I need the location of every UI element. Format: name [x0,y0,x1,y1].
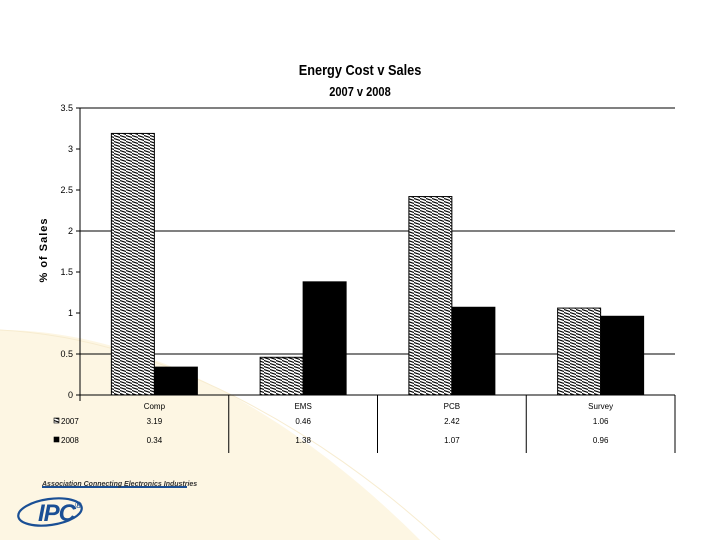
y-tick-label: 1.5 [60,267,73,277]
chart-title: Energy Cost v Sales [298,62,422,79]
data-label: 1.07 [444,436,460,445]
ipc-logo-mark [17,486,187,527]
legend-swatch-2008 [53,436,60,443]
legend-swatch-2007 [53,417,60,424]
x-tick-label: PCB [444,402,460,411]
data-label: 0.96 [593,436,609,445]
y-tick-label: 2.5 [60,185,73,195]
ipc-logo-text: IPC® [38,500,82,527]
data-label: 1.06 [593,417,609,426]
bar-2007-comp [110,132,155,396]
y-tick-label: 3 [68,144,73,154]
x-tick-label: EMS [294,402,311,411]
y-tick-label: 0 [68,390,73,400]
data-label: 2.42 [444,417,460,426]
legend-label-2007: 2007 [61,417,79,426]
bar-2007-survey [557,307,602,396]
x-tick-label: Comp [144,402,166,411]
footer-tagline: Association Connecting Electronics Indus… [42,481,198,488]
data-label: 1.38 [295,436,311,445]
data-label: 0.46 [295,417,311,426]
chart-subtitle: 2007 v 2008 [329,84,391,99]
bar-2008-ems [302,281,347,396]
y-tick-label: 2 [68,226,73,236]
bar-2007-pcb [408,196,453,396]
bar-2008-pcb [451,306,496,396]
x-tick-label: Survey [588,402,613,411]
y-tick-label: 0.5 [60,349,73,359]
legend-label-2008: 2008 [61,436,79,445]
y-tick-label: 1 [68,308,73,318]
bar-2007-ems [259,356,304,396]
bar-2008-comp [153,366,198,396]
data-label: 0.34 [147,436,163,445]
y-tick-label: 3.5 [60,103,73,113]
data-label: 3.19 [147,417,163,426]
bar-2008-survey [600,315,645,396]
